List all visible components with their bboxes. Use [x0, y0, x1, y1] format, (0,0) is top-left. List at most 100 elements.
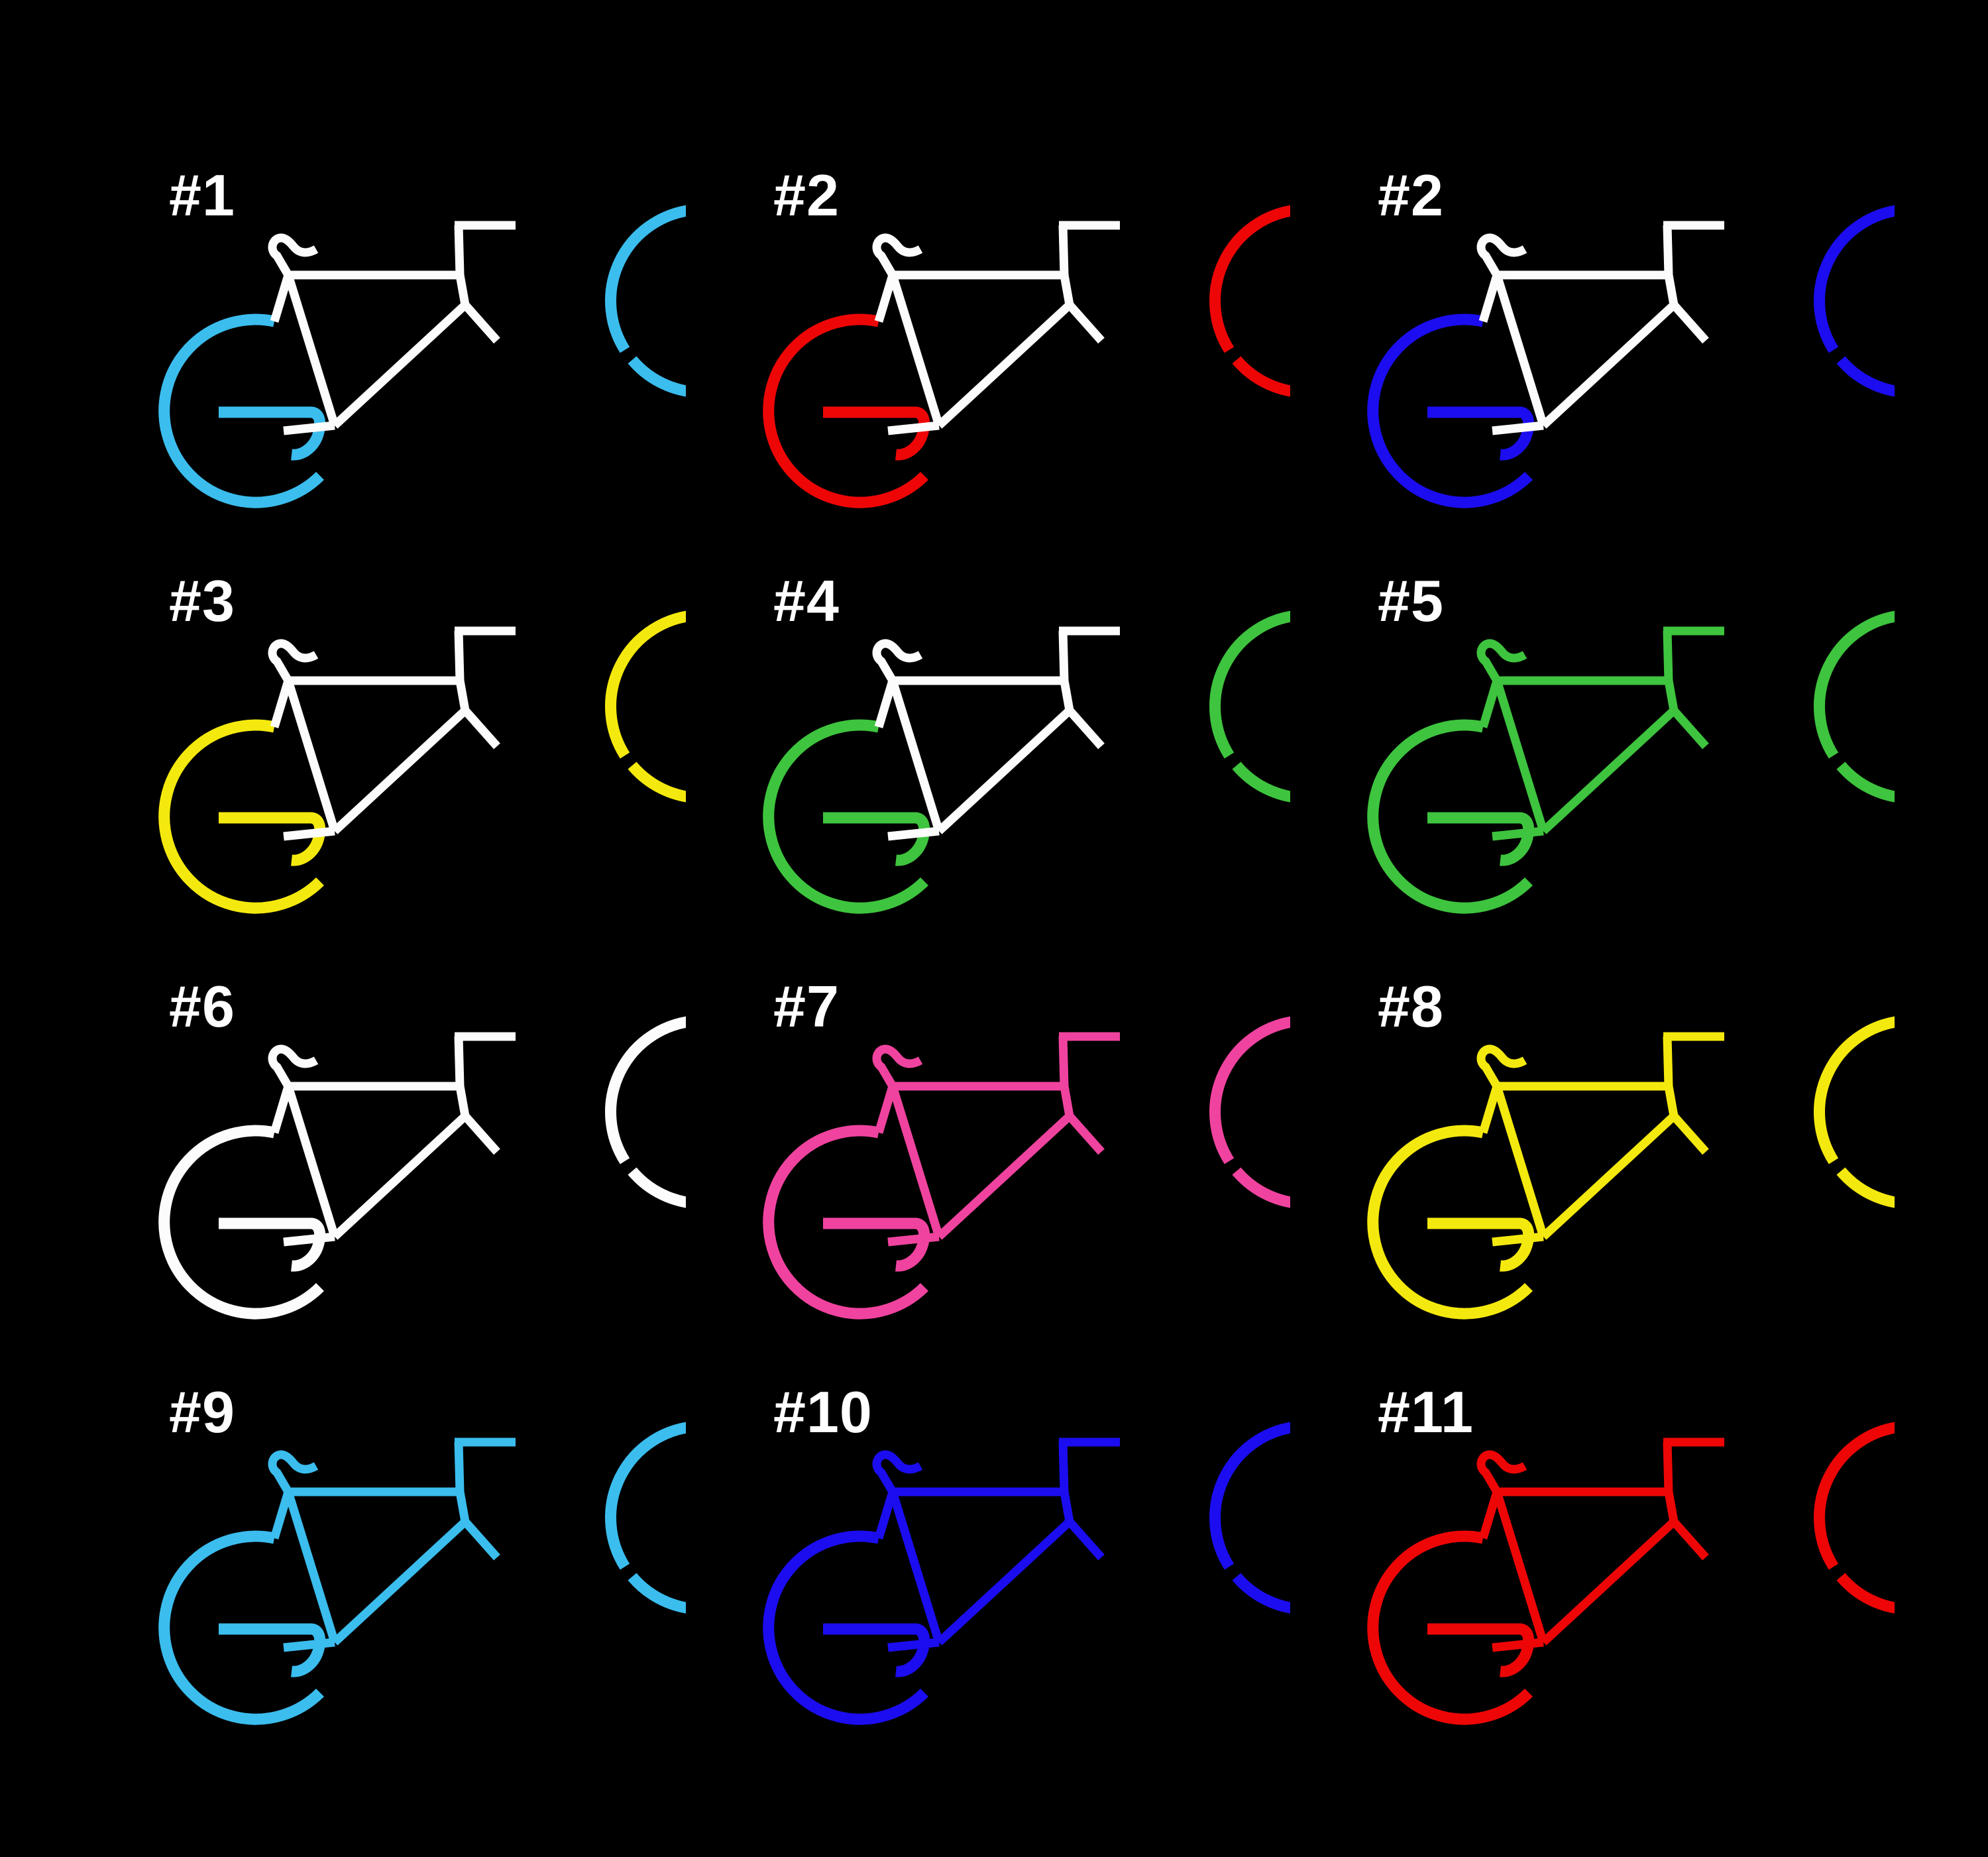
rear-wheel-o-icon: [1209, 205, 1290, 397]
bike-card-2: #2: [734, 162, 1338, 568]
down-tube: [1540, 707, 1677, 834]
bike-card-12: #11: [1338, 1379, 1942, 1785]
handlebar-stem-fork: [454, 225, 500, 344]
seat-stay: [874, 679, 897, 728]
saddle-icon: [1476, 1450, 1527, 1494]
handlebar-stem-fork: [1663, 1441, 1709, 1561]
bike-card-10: #9: [129, 1379, 734, 1785]
front-wheel-g-bar-icon: [823, 1217, 930, 1272]
bicycle-icon: [158, 1016, 686, 1320]
seat-tube: [1492, 679, 1548, 832]
handlebar-stem-fork: [1058, 1441, 1105, 1561]
saddle-icon: [1476, 639, 1527, 683]
handlebar-stem-fork: [1663, 630, 1709, 750]
front-wheel-g-icon: [158, 1125, 324, 1320]
front-wheel-g-icon: [763, 1125, 928, 1320]
bicycle-icon: [158, 1422, 686, 1725]
bicycle-icon: [158, 205, 686, 508]
seat-tube: [284, 679, 339, 832]
bicycle-icon: [763, 610, 1290, 914]
front-wheel-g-icon: [763, 313, 928, 508]
bike-grid: #1 #2: [129, 162, 1942, 1785]
rear-wheel-o-icon: [1814, 1016, 1895, 1208]
handlebar-stem-fork: [454, 630, 500, 750]
down-tube: [936, 1113, 1073, 1240]
front-wheel-g-bar-icon: [1427, 1623, 1535, 1677]
bicycle-icon: [763, 1016, 1290, 1320]
front-wheel-g-icon: [1367, 313, 1533, 508]
bicycle-icon: [763, 205, 1290, 508]
down-tube: [1540, 1518, 1677, 1646]
down-tube: [331, 1113, 469, 1240]
chain-stay: [1492, 1638, 1544, 1652]
bike-label: #2: [773, 162, 840, 228]
bike-label: #3: [169, 568, 235, 634]
front-wheel-g-bar-icon: [823, 1623, 930, 1677]
saddle-icon: [268, 1450, 319, 1494]
rear-wheel-o-icon: [605, 610, 686, 803]
bike-label: #10: [773, 1379, 873, 1445]
saddle-icon: [872, 1450, 923, 1494]
saddle-icon: [872, 1044, 923, 1089]
saddle-icon: [1476, 233, 1527, 278]
seat-stay: [1478, 1085, 1502, 1134]
bicycle-icon: [1367, 1016, 1895, 1320]
bike-label: #6: [169, 974, 235, 1039]
saddle-icon: [268, 233, 319, 278]
bicycle-icon: [158, 610, 686, 914]
down-tube: [331, 707, 469, 834]
down-tube: [936, 707, 1073, 834]
chain-stay: [887, 1232, 940, 1247]
bike-card-8: #7: [734, 974, 1338, 1379]
front-wheel-g-icon: [158, 719, 324, 914]
front-wheel-g-icon: [158, 313, 324, 508]
seat-stay: [1478, 274, 1502, 323]
bicycle-icon: [763, 1422, 1290, 1725]
bike-card-11: #10: [734, 1379, 1338, 1785]
saddle-icon: [268, 1044, 319, 1089]
bike-card-5: #4: [734, 568, 1338, 974]
front-wheel-g-icon: [1367, 719, 1533, 914]
saddle-icon: [1476, 1044, 1527, 1089]
front-wheel-g-bar-icon: [219, 406, 326, 461]
front-wheel-g-icon: [763, 1530, 928, 1725]
chain-stay: [887, 826, 940, 841]
front-wheel-g-bar-icon: [1427, 812, 1535, 866]
bike-card-3: #2: [1338, 162, 1942, 568]
chain-stay: [283, 826, 335, 841]
chain-stay: [283, 421, 335, 435]
rear-wheel-o-icon: [1814, 1422, 1895, 1614]
front-wheel-g-bar-icon: [1427, 1217, 1535, 1272]
chain-stay: [283, 1232, 335, 1247]
seat-stay: [270, 1085, 293, 1134]
down-tube: [936, 302, 1073, 429]
bike-card-4: #3: [129, 568, 734, 974]
rear-wheel-o-icon: [605, 205, 686, 397]
down-tube: [936, 1518, 1073, 1646]
front-wheel-g-icon: [158, 1530, 324, 1725]
seat-stay: [270, 274, 293, 323]
bike-card-1: #1: [129, 162, 734, 568]
bike-label: #4: [773, 568, 840, 634]
handlebar-stem-fork: [1058, 225, 1105, 344]
seat-tube: [888, 274, 944, 427]
saddle-icon: [268, 639, 319, 683]
down-tube: [1540, 302, 1677, 429]
saddle-icon: [872, 233, 923, 278]
chain-stay: [887, 1638, 940, 1652]
bicycle-icon: [1367, 205, 1895, 508]
seat-stay: [270, 1491, 293, 1540]
front-wheel-g-bar-icon: [823, 812, 930, 866]
seat-tube: [888, 679, 944, 832]
seat-tube: [1492, 1085, 1548, 1238]
rear-wheel-o-icon: [1209, 1016, 1290, 1208]
seat-tube: [888, 1085, 944, 1238]
chain-stay: [283, 1638, 335, 1652]
seat-stay: [1478, 1491, 1502, 1540]
rear-wheel-o-icon: [1209, 610, 1290, 803]
handlebar-stem-fork: [454, 1441, 500, 1561]
seat-tube: [284, 1085, 339, 1238]
seat-tube: [1492, 1491, 1548, 1644]
seat-stay: [874, 1085, 897, 1134]
seat-stay: [270, 679, 293, 728]
